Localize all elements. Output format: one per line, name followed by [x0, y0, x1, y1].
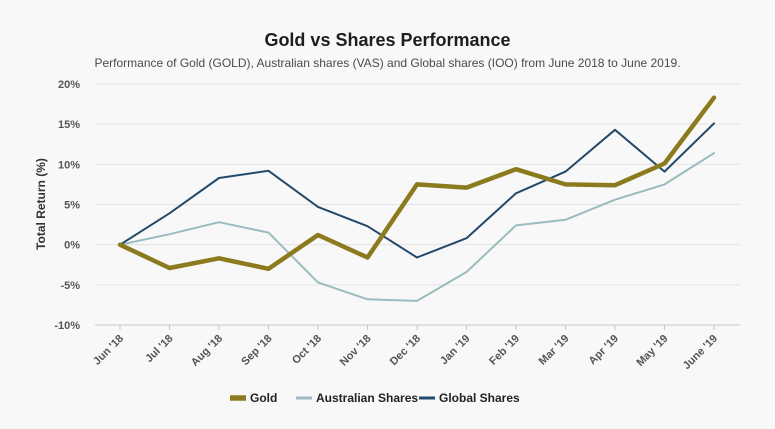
chart-subtitle: Performance of Gold (GOLD), Australian s…	[94, 56, 681, 70]
x-tick-label: Feb '19	[487, 333, 522, 368]
series-line-australian-shares	[119, 152, 715, 302]
series-line-gold	[117, 95, 717, 272]
x-tick-label: Mar '19	[537, 333, 572, 368]
x-tick-label: Jul '18	[143, 333, 175, 365]
x-tick-label: Sep '18	[239, 333, 274, 368]
x-tick-label: Aug '18	[189, 333, 225, 369]
y-tick-label: -5%	[60, 280, 80, 292]
legend[interactable]: Gold Australian Shares Global Shares	[230, 391, 520, 405]
x-axis-ticks: Jun '18 Jul '18 Aug '18 Sep '18 Oct '18 Nov '…	[91, 325, 720, 372]
x-tick-label: Apr '19	[587, 333, 622, 368]
y-tick-label: 15%	[58, 119, 80, 131]
legend-item-gold[interactable]: Gold	[230, 391, 277, 405]
chart-title: Gold vs Shares Performance	[264, 30, 511, 50]
series-line-global-shares	[119, 122, 715, 259]
x-tick-label: Oct '18	[290, 333, 324, 367]
x-tick-label: Dec '18	[388, 333, 423, 368]
x-tick-label: May '19	[634, 333, 670, 369]
y-axis-ticks: 20% 15% 10% 5% 0% -5% -10%	[54, 79, 80, 332]
legend-label: Gold	[250, 391, 277, 405]
legend-label: Australian Shares	[316, 391, 418, 405]
x-tick-label: June '19	[681, 333, 720, 372]
series-lines	[117, 95, 717, 302]
y-tick-label: -10%	[54, 320, 80, 332]
x-tick-label: Jun '18	[91, 333, 126, 368]
y-axis-label: Total Return (%)	[34, 158, 48, 250]
y-tick-label: 0%	[64, 240, 80, 252]
legend-item-global-shares[interactable]: Global Shares	[419, 391, 520, 405]
y-tick-label: 5%	[64, 200, 80, 212]
legend-item-australian-shares[interactable]: Australian Shares	[296, 391, 418, 405]
x-tick-label: Jan '19	[438, 333, 473, 368]
y-tick-label: 20%	[58, 79, 80, 91]
y-tick-label: 10%	[58, 159, 80, 171]
legend-label: Global Shares	[439, 391, 520, 405]
x-tick-label: Nov '18	[338, 333, 374, 369]
gridlines	[95, 83, 740, 326]
